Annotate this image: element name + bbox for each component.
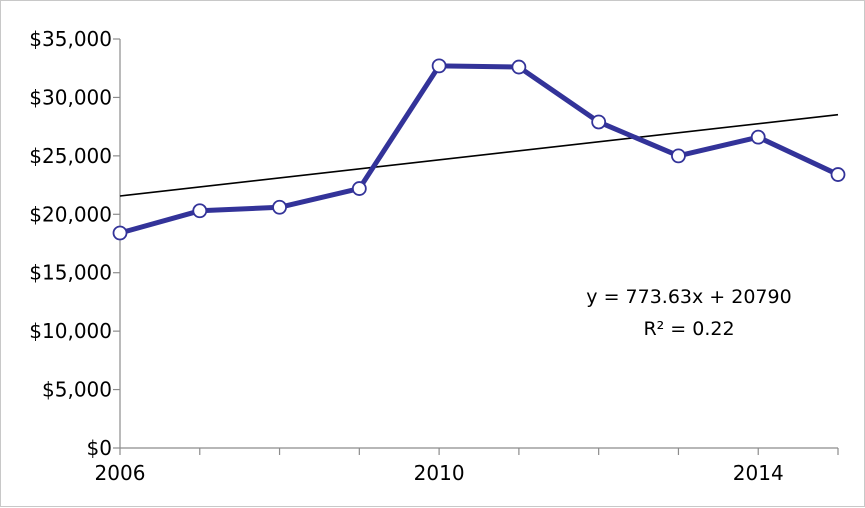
data-point (192, 203, 208, 219)
data-point (830, 167, 846, 182)
y-axis: $0 $5,000 $10,000 $15,000 $20,000 $25,000 $30,… (29, 27, 121, 460)
y-tick-label: $0 (87, 436, 112, 460)
x-tick-label: 2014 (733, 461, 784, 485)
trendline-r-squared: R² = 0.22 (643, 318, 734, 340)
data-point (671, 148, 686, 164)
x-tick-label: 2006 (95, 461, 146, 485)
data-point (431, 58, 447, 74)
data-point (112, 225, 128, 241)
trendline (119, 113, 839, 197)
data-point (591, 114, 607, 130)
data-point (351, 181, 367, 196)
y-tick-label: $15,000 (29, 261, 112, 285)
x-axis: 2006 2010 2014 (95, 447, 839, 485)
series-line (117, 63, 841, 236)
data-point (750, 129, 766, 145)
trendline-equation: y = 773.63x + 20790 (586, 286, 791, 308)
data-point (511, 59, 527, 75)
y-tick-label: $5,000 (42, 378, 112, 402)
y-tick-label: $30,000 (29, 85, 112, 109)
series (112, 58, 846, 241)
y-tick-label: $10,000 (29, 319, 112, 343)
trendline-line (119, 113, 839, 197)
y-tick-label: $25,000 (29, 144, 112, 168)
trendline-annotation: y = 773.63x + 20790 R² = 0.22 (586, 286, 791, 340)
data-point (272, 199, 287, 215)
y-tick-label: $20,000 (29, 202, 112, 226)
x-tick-label: 2010 (414, 461, 465, 485)
y-tick-label: $35,000 (29, 27, 112, 51)
